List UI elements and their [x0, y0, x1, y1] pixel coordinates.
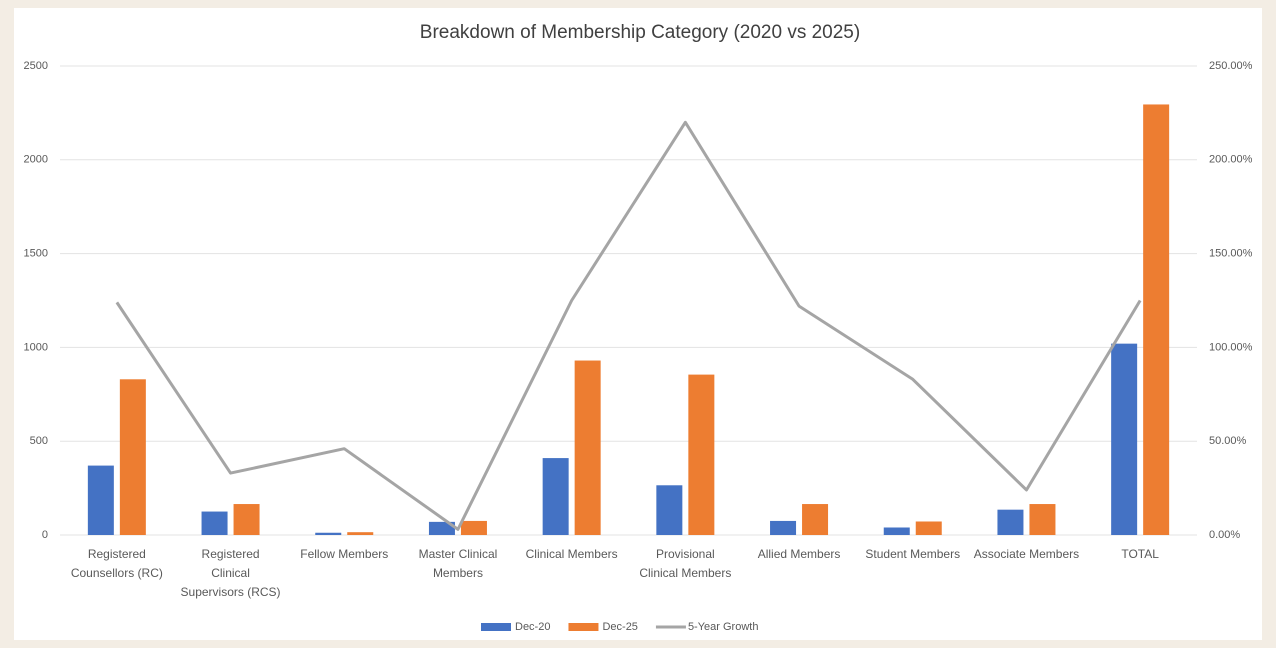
- y2-tick-label: 0.00%: [1209, 529, 1240, 541]
- y2-tick-label: 200.00%: [1209, 154, 1253, 166]
- y-tick-label: 0: [42, 529, 48, 541]
- x-tick-label: Provisional Clinical Members: [639, 547, 731, 580]
- x-tick-label: Clinical Members: [526, 547, 618, 561]
- bar: [233, 504, 260, 535]
- x-tick-label: Registered Counsellors (RC): [71, 547, 163, 580]
- bar: [1111, 343, 1138, 535]
- chart-panel: [14, 8, 1262, 640]
- x-tick-label: Fellow Members: [300, 547, 388, 561]
- bar: [87, 465, 114, 535]
- bar: [688, 374, 715, 535]
- bar: [574, 360, 601, 535]
- bar: [1029, 504, 1056, 535]
- legend-label: Dec-20: [515, 621, 550, 633]
- x-tick-label: Associate Members: [974, 547, 1079, 561]
- y2-tick-label: 50.00%: [1209, 435, 1247, 447]
- chart-title: Breakdown of Membership Category (2020 v…: [420, 22, 860, 43]
- legend-swatch: [568, 623, 599, 631]
- bar: [997, 509, 1024, 535]
- y2-tick-label: 250.00%: [1209, 60, 1253, 72]
- y2-tick-label: 150.00%: [1209, 248, 1253, 260]
- x-tick-label: Student Members: [865, 547, 960, 561]
- x-tick-label: Master Clinical Members: [419, 547, 498, 580]
- bar: [915, 521, 942, 535]
- bar: [802, 504, 829, 535]
- y2-tick-label: 100.00%: [1209, 341, 1253, 353]
- bar: [770, 520, 797, 535]
- x-tick-label: Registered Clinical Supervisors (RCS): [181, 547, 281, 599]
- bar: [315, 532, 342, 535]
- x-tick-label: TOTAL: [1121, 547, 1159, 561]
- bar: [119, 379, 146, 535]
- bar: [656, 485, 683, 535]
- bar: [460, 520, 487, 535]
- y-tick-label: 2500: [24, 60, 48, 72]
- bar: [201, 511, 228, 535]
- y-tick-label: 2000: [24, 154, 48, 166]
- line-series: [115, 120, 1142, 531]
- x-tick-label: Allied Members: [758, 547, 841, 561]
- bar: [428, 521, 455, 535]
- bar: [883, 527, 910, 535]
- bar: [542, 458, 569, 535]
- y-tick-label: 500: [30, 435, 48, 447]
- legend-label: Dec-25: [602, 621, 637, 633]
- bar: [347, 532, 374, 535]
- y-tick-label: 1000: [24, 341, 48, 353]
- y-tick-label: 1500: [24, 248, 48, 260]
- bar: [1143, 104, 1170, 535]
- legend-label: 5-Year Growth: [688, 621, 759, 633]
- legend-swatch: [481, 623, 511, 631]
